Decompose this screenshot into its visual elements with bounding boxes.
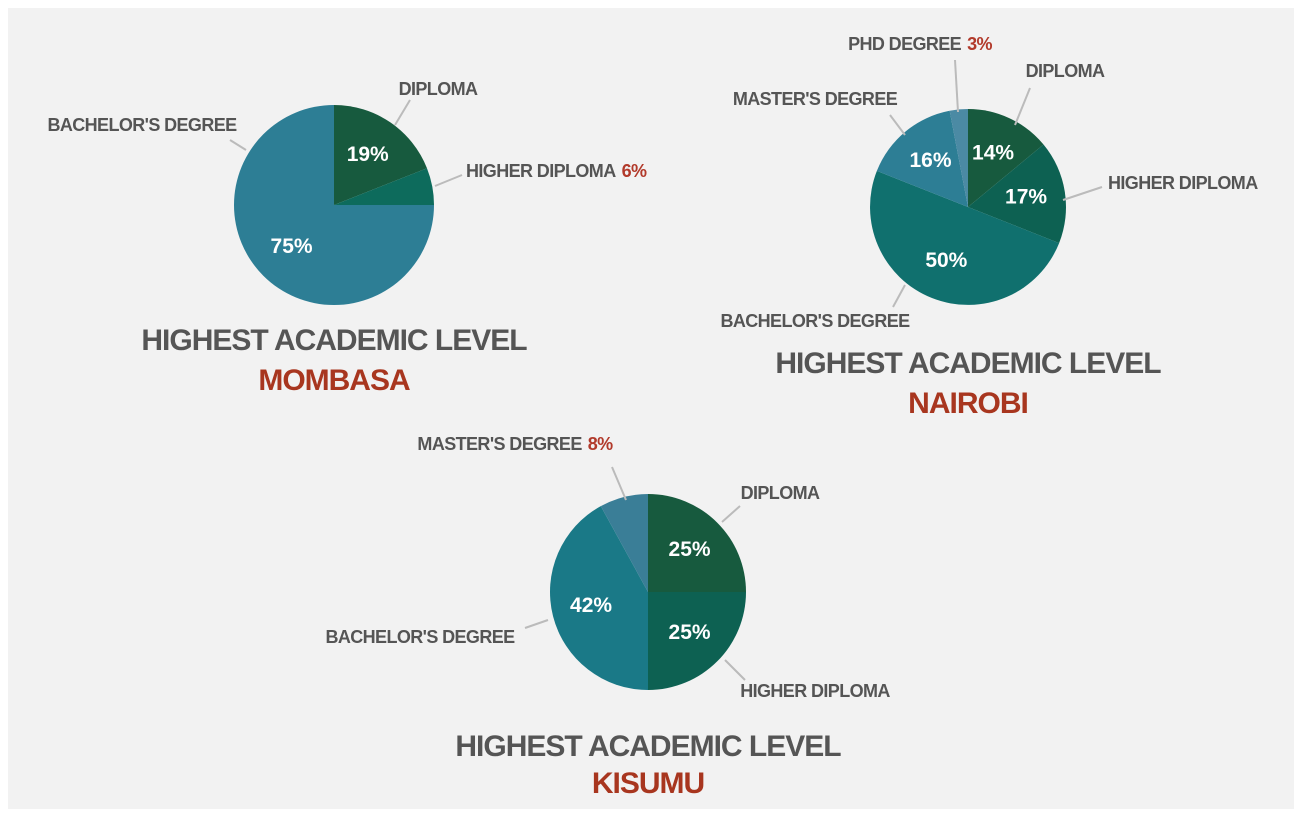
pie-slice xyxy=(334,105,427,205)
value-label: 6% xyxy=(622,161,647,181)
category-label: BACHELOR'S DEGREE xyxy=(720,311,910,331)
leader-line xyxy=(1062,186,1103,201)
pie-slice xyxy=(648,592,746,690)
pie-slice xyxy=(334,168,434,205)
category-label: BACHELOR'S DEGREE xyxy=(47,115,237,135)
pie-slice xyxy=(968,109,1044,207)
leader-line xyxy=(1014,87,1031,126)
pie-slice xyxy=(234,105,434,305)
leader-line xyxy=(954,59,959,113)
category-name: HIGHER DIPLOMA xyxy=(1108,173,1258,193)
value-label: 8% xyxy=(588,434,613,454)
value-label: 17% xyxy=(1005,185,1047,208)
category-name: BACHELOR'S DEGREE xyxy=(47,115,237,135)
pie-slice xyxy=(550,506,648,690)
category-name: HIGHER DIPLOMA xyxy=(466,161,616,181)
leader-line xyxy=(889,114,906,136)
leader-line xyxy=(892,284,906,308)
pie-slice xyxy=(968,144,1066,244)
category-name: DIPLOMA xyxy=(1026,61,1105,81)
value-label: 75% xyxy=(271,235,313,258)
category-label: HIGHER DIPLOMA xyxy=(740,681,890,701)
pie-slice xyxy=(949,109,968,207)
leader-line xyxy=(611,466,627,501)
category-name: DIPLOMA xyxy=(741,483,820,503)
leader-line xyxy=(721,505,741,523)
leader-line xyxy=(724,659,746,681)
leader-line xyxy=(524,619,549,629)
value-label: 25% xyxy=(669,538,711,561)
category-label: MASTER'S DEGREE 8% xyxy=(417,434,613,454)
category-name: MASTER'S DEGREE xyxy=(417,434,582,454)
category-label: DIPLOMA xyxy=(399,79,478,99)
category-name: PHD DEGREE xyxy=(848,34,962,54)
category-label: HIGHER DIPLOMA 6% xyxy=(466,161,647,181)
chart-subtitle: NAIROBI xyxy=(908,387,1028,420)
chart-title: HIGHEST ACADEMIC LEVEL xyxy=(455,730,841,763)
pie-slice xyxy=(600,494,648,592)
leader-line xyxy=(229,139,247,151)
category-name: BACHELOR'S DEGREE xyxy=(720,311,910,331)
category-name: HIGHER DIPLOMA xyxy=(740,681,890,701)
value-label: 3% xyxy=(967,34,992,54)
value-label: 16% xyxy=(910,149,952,172)
category-label: DIPLOMA xyxy=(1026,61,1105,81)
category-name: MASTER'S DEGREE xyxy=(733,89,898,109)
category-label: MASTER'S DEGREE xyxy=(733,89,898,109)
category-label: BACHELOR'S DEGREE xyxy=(325,627,515,647)
chart-title: HIGHEST ACADEMIC LEVEL xyxy=(775,347,1161,380)
category-label: PHD DEGREE 3% xyxy=(848,34,992,54)
category-name: DIPLOMA xyxy=(399,79,478,99)
value-label: 14% xyxy=(972,141,1014,164)
category-label: HIGHER DIPLOMA xyxy=(1108,173,1258,193)
value-label: 42% xyxy=(570,594,612,617)
leader-line xyxy=(434,174,463,187)
pie-slice xyxy=(870,170,1060,305)
category-label: DIPLOMA xyxy=(741,483,820,503)
pie-slice xyxy=(876,110,968,207)
category-name: BACHELOR'S DEGREE xyxy=(325,627,515,647)
pie-slice xyxy=(648,494,746,592)
chart-subtitle: KISUMU xyxy=(592,767,704,800)
chart-subtitle: MOMBASA xyxy=(258,364,410,397)
value-label: 25% xyxy=(669,621,711,644)
value-label: 19% xyxy=(347,143,389,166)
chart-title: HIGHEST ACADEMIC LEVEL xyxy=(141,324,527,357)
value-label: 50% xyxy=(925,249,967,272)
leader-line xyxy=(394,99,411,126)
